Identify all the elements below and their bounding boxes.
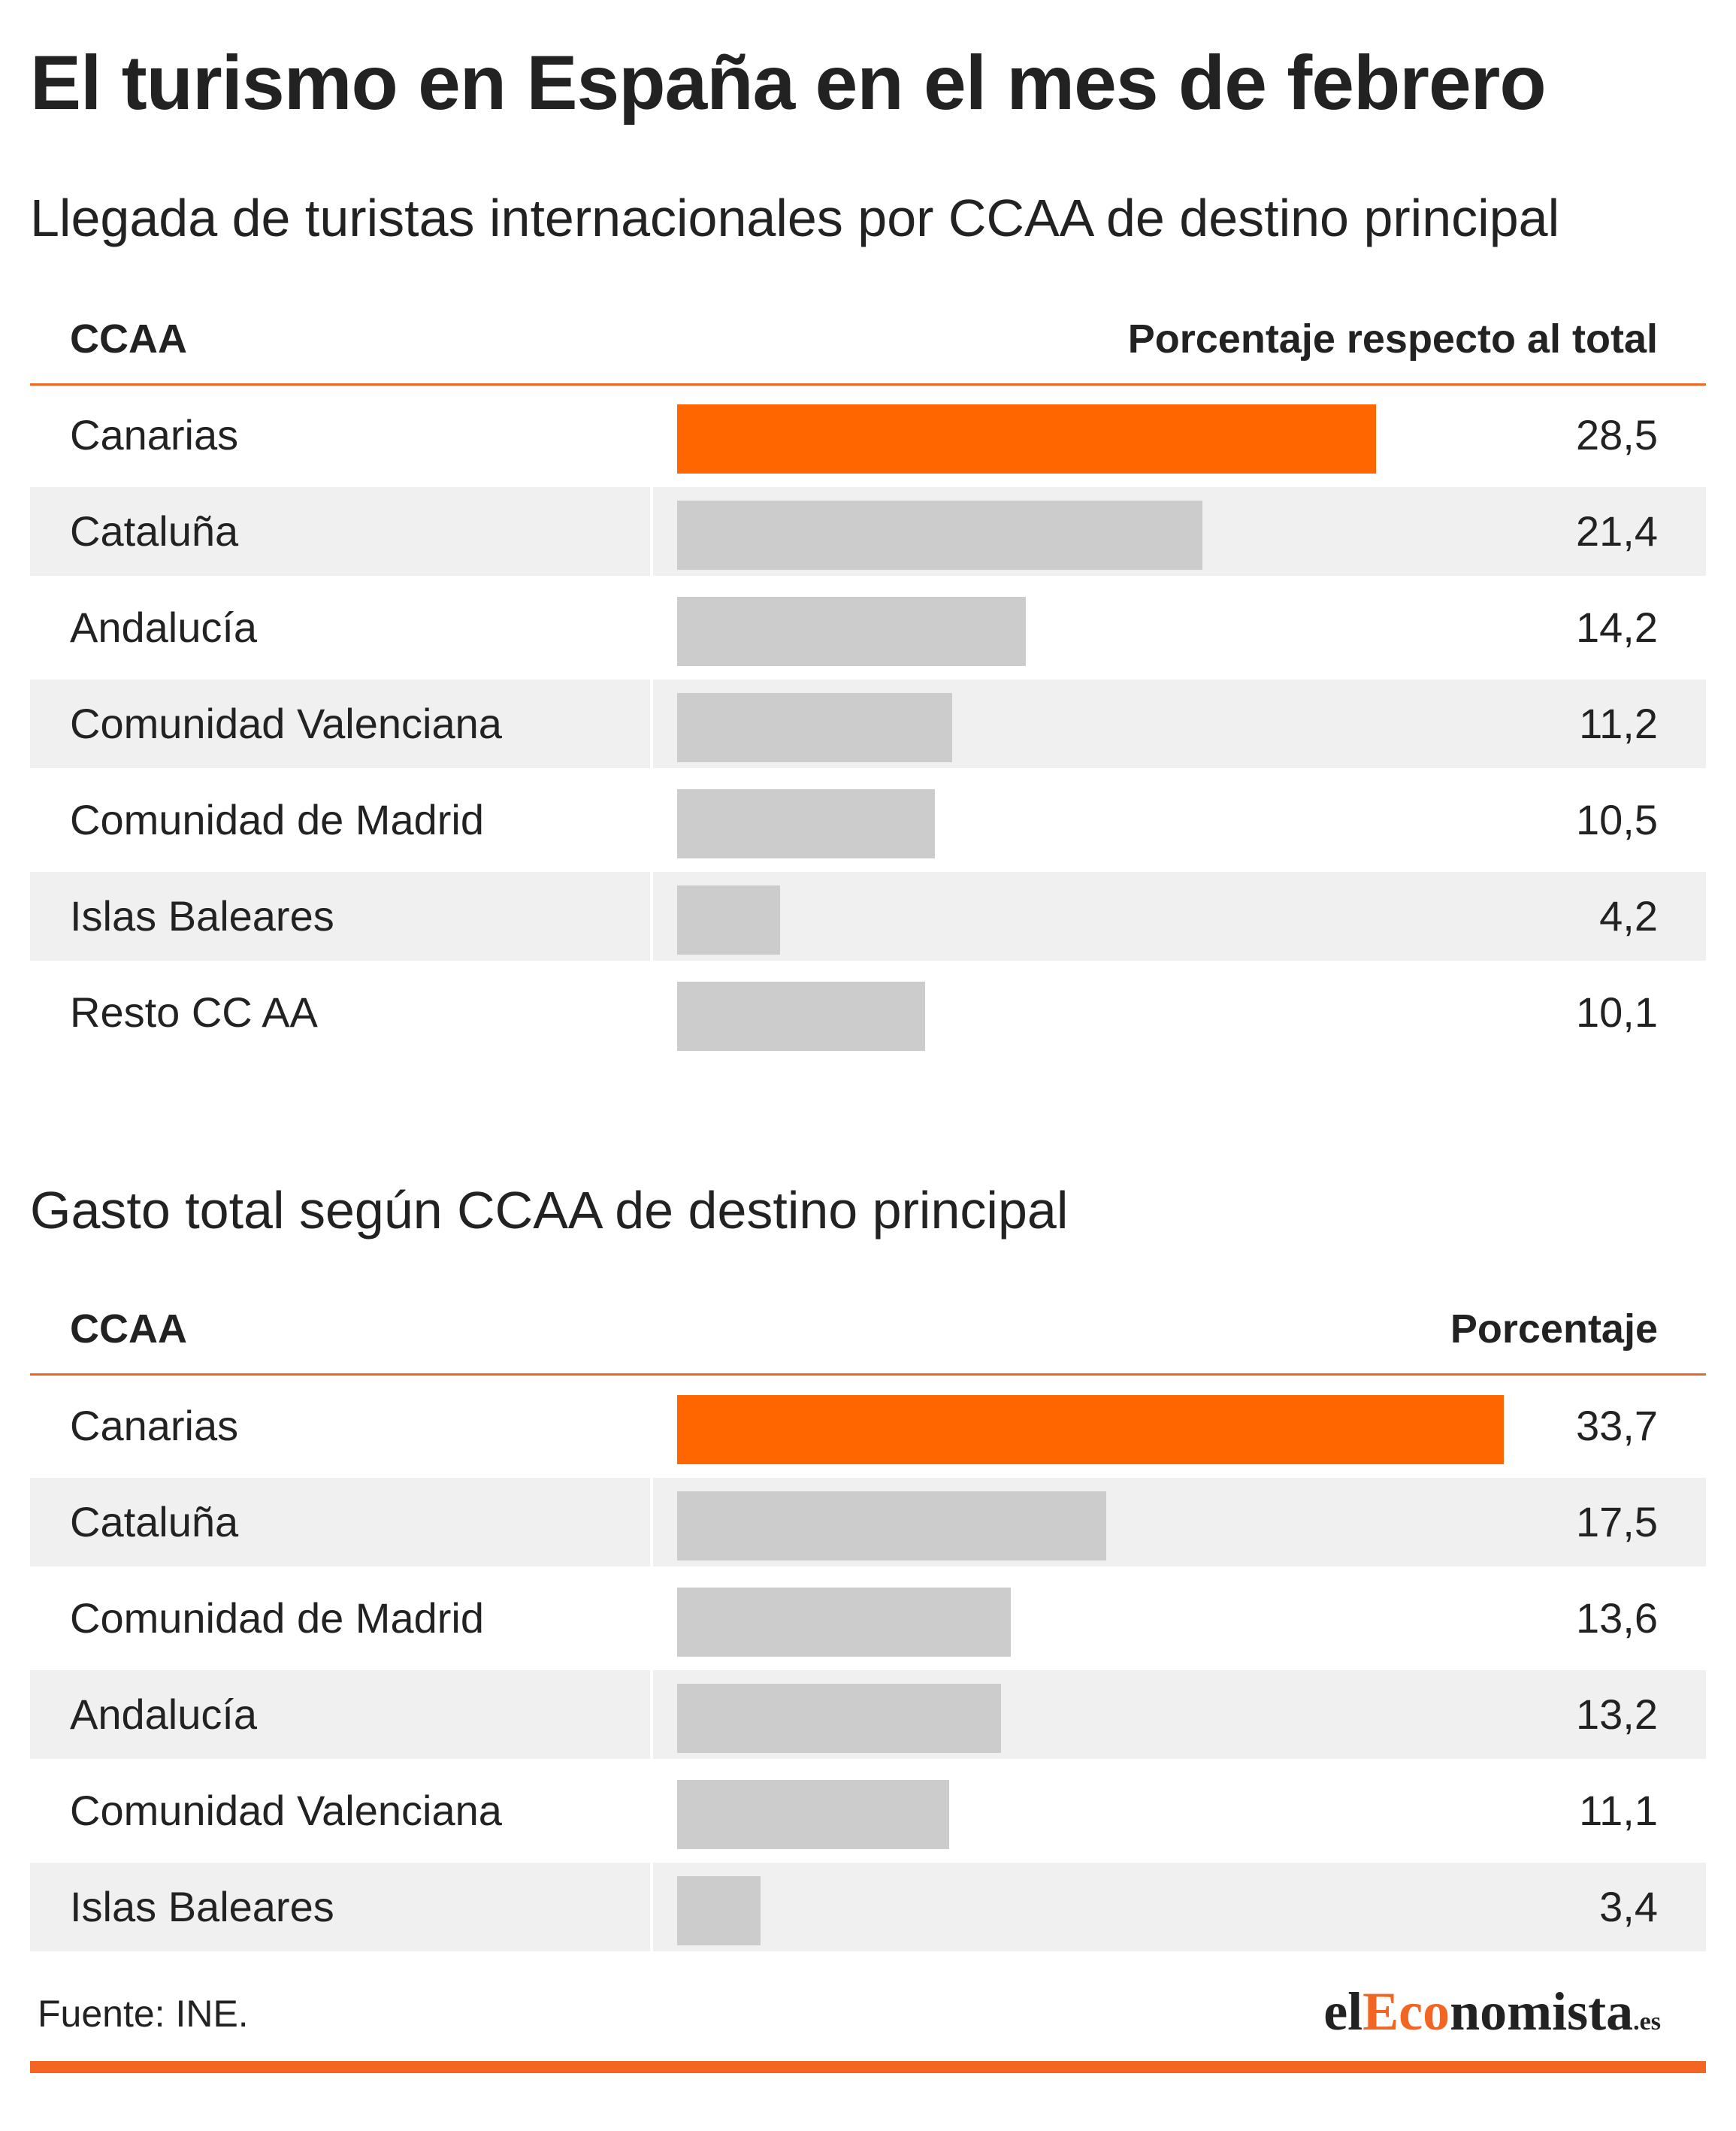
value-label: 10,5 [1576,796,1658,843]
row-bar-cell: 13,2 [653,1670,1706,1759]
table-row: Islas Baleares 4,2 [30,872,1706,961]
row-bar-cell: 14,2 [653,583,1706,672]
value-label: 4,2 [1599,892,1658,940]
row-bar-cell: 28,5 [653,391,1706,480]
value-bar [677,1588,1011,1657]
row-bar-cell: 33,7 [653,1382,1706,1470]
value-label: 13,6 [1576,1594,1658,1642]
row-label-cell: Islas Baleares [30,872,650,961]
table-row: Cataluña 21,4 [30,487,1706,576]
row-bar-cell: 4,2 [653,872,1706,961]
row-bar-cell: 11,1 [653,1766,1706,1855]
row-label-cell: Islas Baleares [30,1863,650,1951]
row-bar-cell: 11,2 [653,680,1706,768]
row-bar-cell: 21,4 [653,487,1706,576]
value-label: 11,2 [1579,700,1658,747]
row-label: Resto CC AA [70,988,318,1036]
row-label-cell: Comunidad de Madrid [30,776,650,864]
row-label: Cataluña [70,1498,239,1545]
table-row: Islas Baleares 3,4 [30,1863,1706,1951]
value-label: 11,1 [1579,1787,1658,1834]
row-label: Comunidad de Madrid [70,796,484,843]
value-label: 33,7 [1576,1402,1658,1449]
table-row: Comunidad de Madrid 13,6 [30,1574,1706,1663]
row-label: Comunidad Valenciana [70,1787,502,1834]
row-label-cell: Comunidad Valenciana [30,680,650,768]
row-label: Islas Baleares [70,1883,334,1930]
table-row: Comunidad Valenciana 11,1 [30,1766,1706,1855]
logo-prefix: el [1323,1981,1363,2042]
row-label: Andalucía [70,1691,258,1738]
table-row: Resto CC AA 10,1 [30,968,1706,1057]
table-row: Comunidad Valenciana 11,2 [30,680,1706,768]
section2-table-header: CCAA Porcentaje [30,1293,1706,1376]
row-label: Comunidad Valenciana [70,700,502,747]
value-label: 21,4 [1576,507,1658,555]
section2-subtitle: Gasto total según CCAA de destino princi… [30,1181,1069,1240]
value-label: 28,5 [1576,411,1658,459]
highlight-bar [677,1395,1504,1464]
value-label: 14,2 [1576,604,1658,651]
logo-suffix: .es [1633,2008,1661,2036]
row-label: Canarias [70,1402,239,1449]
table-row: Canarias 33,7 [30,1382,1706,1470]
logo-main: nomista [1450,1981,1634,2042]
row-label: Cataluña [70,507,239,555]
row-label: Andalucía [70,604,258,651]
section1-col-ccaa: CCAA [70,316,187,362]
value-bar [677,1876,761,1945]
row-label-cell: Cataluña [30,1478,650,1566]
value-label: 17,5 [1576,1498,1658,1545]
value-label: 3,4 [1599,1883,1658,1930]
row-label: Islas Baleares [70,892,334,940]
section2-col-percentage: Porcentaje [1450,1306,1658,1352]
section1-col-percentage: Porcentaje respecto al total [1127,316,1658,362]
source-note: Fuente: INE. [38,1993,249,2035]
table-row: Andalucía 13,2 [30,1670,1706,1759]
row-label-cell: Comunidad Valenciana [30,1766,650,1855]
row-label-cell: Cataluña [30,487,650,576]
value-label: 10,1 [1576,988,1658,1036]
eleconomista-logo: elEconomista.es [1323,1981,1661,2043]
row-label-cell: Resto CC AA [30,968,650,1057]
value-bar [677,693,952,762]
value-label: 13,2 [1576,1691,1658,1738]
table-row: Cataluña 17,5 [30,1478,1706,1566]
section2-col-ccaa: CCAA [70,1306,187,1352]
section1-table-header: CCAA Porcentaje respecto al total [30,303,1706,386]
value-bar [677,1684,1001,1753]
value-bar [677,885,780,955]
value-bar [677,1491,1106,1560]
table-row: Canarias 28,5 [30,391,1706,480]
row-bar-cell: 3,4 [653,1863,1706,1951]
row-bar-cell: 10,1 [653,968,1706,1057]
value-bar [677,982,925,1051]
row-bar-cell: 13,6 [653,1574,1706,1663]
value-bar [677,789,935,858]
bottom-rule [30,2061,1706,2073]
row-label-cell: Comunidad de Madrid [30,1574,650,1663]
row-bar-cell: 10,5 [653,776,1706,864]
value-bar [677,501,1202,570]
row-label-cell: Canarias [30,391,650,480]
row-label-cell: Andalucía [30,1670,650,1759]
row-label-cell: Canarias [30,1382,650,1470]
value-bar [677,597,1026,666]
value-bar [677,1780,949,1849]
highlight-bar [677,404,1376,474]
logo-accent: Eco [1362,1981,1450,2042]
row-bar-cell: 17,5 [653,1478,1706,1566]
row-label-cell: Andalucía [30,583,650,672]
table-row: Andalucía 14,2 [30,583,1706,672]
table-row: Comunidad de Madrid 10,5 [30,776,1706,864]
section1-subtitle: Llegada de turistas internacionales por … [30,189,1560,247]
page-title: El turismo en España en el mes de febrer… [30,40,1547,126]
row-label: Canarias [70,411,239,459]
row-label: Comunidad de Madrid [70,1594,484,1642]
